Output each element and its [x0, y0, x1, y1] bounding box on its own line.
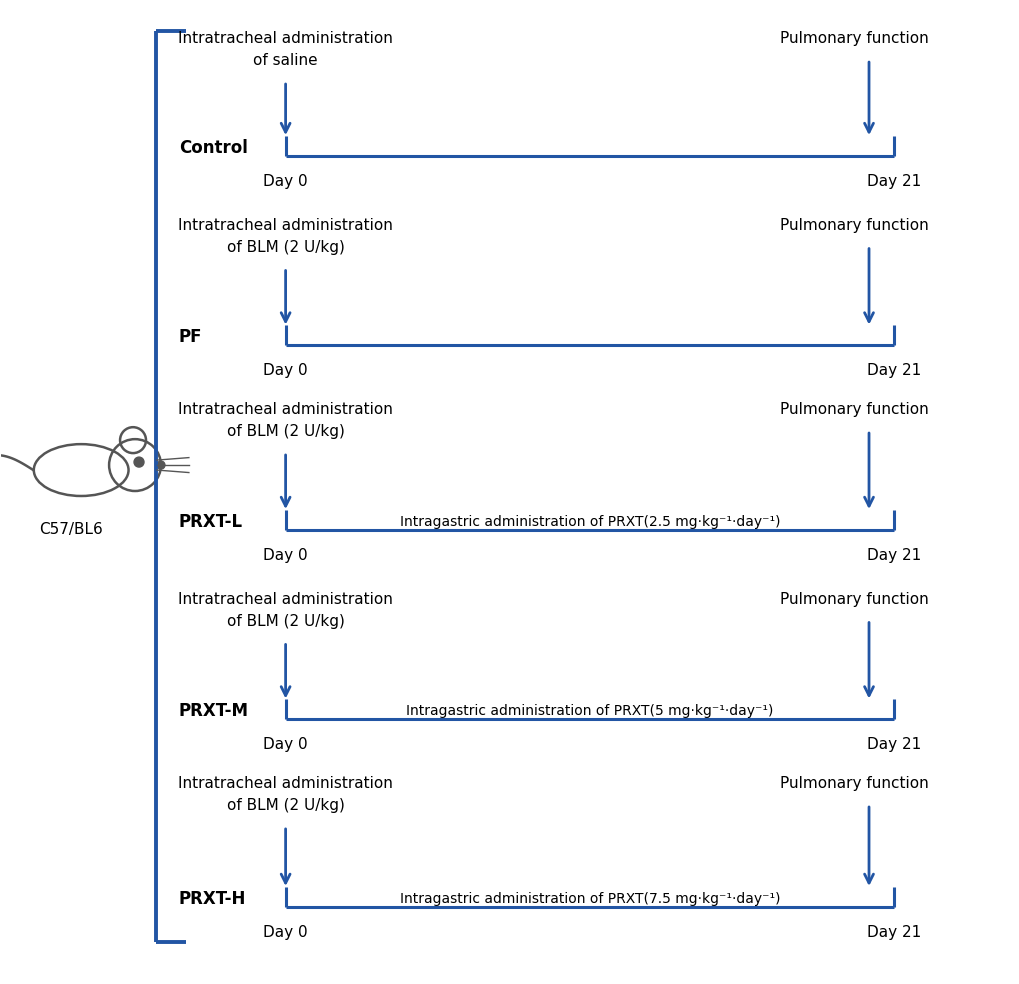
Text: Intratracheal administration: Intratracheal administration	[178, 31, 392, 46]
Text: of saline: of saline	[253, 53, 318, 68]
Text: Intratracheal administration: Intratracheal administration	[178, 402, 392, 417]
Text: PRXT-H: PRXT-H	[178, 890, 246, 908]
Text: Intragastric administration of PRXT(2.5 mg·kg⁻¹·day⁻¹): Intragastric administration of PRXT(2.5 …	[399, 515, 780, 529]
Text: Pulmonary function: Pulmonary function	[779, 217, 927, 233]
Text: of BLM (2 U/kg): of BLM (2 U/kg)	[226, 798, 344, 813]
Text: Intratracheal administration: Intratracheal administration	[178, 776, 392, 791]
Text: Day 21: Day 21	[866, 548, 920, 563]
Text: Control: Control	[178, 139, 248, 157]
Text: Day 0: Day 0	[263, 737, 308, 753]
Text: Day 21: Day 21	[866, 737, 920, 753]
Text: Intratracheal administration: Intratracheal administration	[178, 217, 392, 233]
Text: Day 21: Day 21	[866, 174, 920, 189]
Text: of BLM (2 U/kg): of BLM (2 U/kg)	[226, 614, 344, 629]
Text: Pulmonary function: Pulmonary function	[779, 402, 927, 417]
Text: Day 21: Day 21	[866, 363, 920, 379]
Text: Day 21: Day 21	[866, 925, 920, 940]
Text: Pulmonary function: Pulmonary function	[779, 591, 927, 607]
Text: PRXT-M: PRXT-M	[178, 703, 249, 720]
Text: C57/BL6: C57/BL6	[40, 522, 103, 537]
Text: Pulmonary function: Pulmonary function	[779, 776, 927, 791]
Text: Pulmonary function: Pulmonary function	[779, 31, 927, 46]
Text: Day 0: Day 0	[263, 363, 308, 379]
Circle shape	[133, 458, 144, 467]
Text: PRXT-L: PRXT-L	[178, 513, 243, 531]
Text: Day 0: Day 0	[263, 925, 308, 940]
Circle shape	[157, 461, 165, 469]
Text: Intragastric administration of PRXT(5 mg·kg⁻¹·day⁻¹): Intragastric administration of PRXT(5 mg…	[406, 705, 772, 718]
Text: Intragastric administration of PRXT(7.5 mg·kg⁻¹·day⁻¹): Intragastric administration of PRXT(7.5 …	[399, 892, 780, 906]
Text: Day 0: Day 0	[263, 548, 308, 563]
Text: of BLM (2 U/kg): of BLM (2 U/kg)	[226, 424, 344, 439]
Text: Day 0: Day 0	[263, 174, 308, 189]
Text: PF: PF	[178, 329, 202, 346]
Text: of BLM (2 U/kg): of BLM (2 U/kg)	[226, 240, 344, 255]
Text: Intratracheal administration: Intratracheal administration	[178, 591, 392, 607]
